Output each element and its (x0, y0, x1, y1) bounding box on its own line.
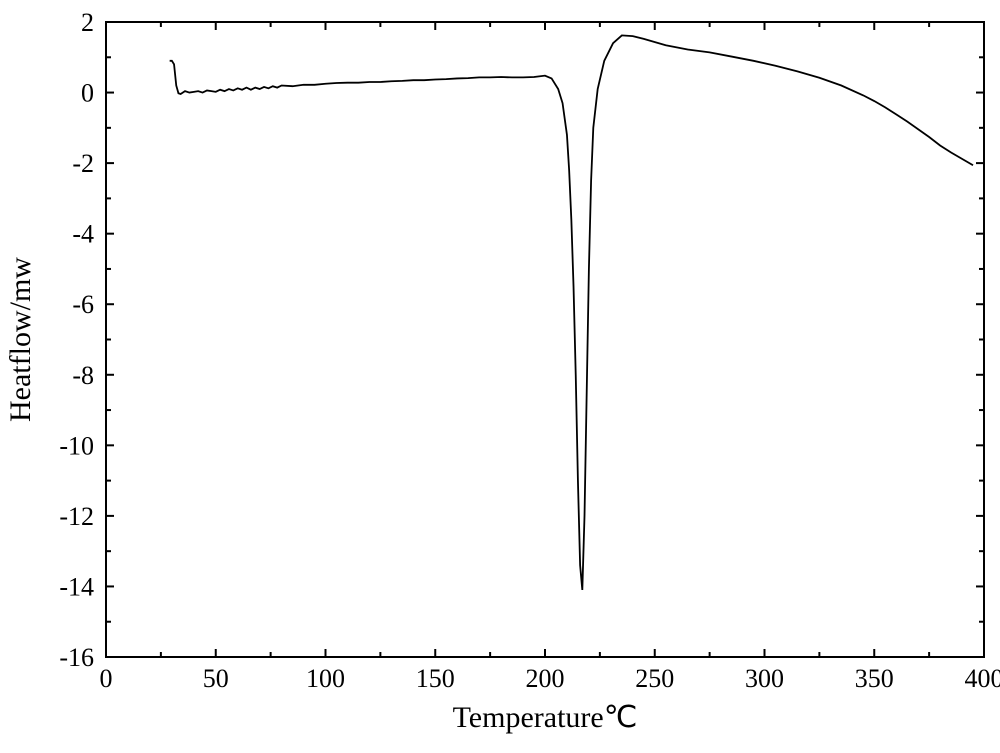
x-axis-label: Temperature℃ (453, 701, 638, 734)
y-tick-label: -8 (72, 361, 94, 390)
x-tick-label: 400 (965, 664, 1000, 693)
chart-svg: 0 50 100 150 200 250 300 350 400 -16 -14 -12 -10 -8 -6… (0, 0, 1000, 753)
y-tick-label: -2 (72, 149, 94, 178)
x-tick-label: 250 (635, 664, 674, 693)
x-tick-label: 100 (306, 664, 345, 693)
y-tick-label: -10 (59, 431, 94, 460)
dsc-chart: 0 50 100 150 200 250 300 350 400 -16 -14 -12 -10 -8 -6… (0, 0, 1000, 753)
y-axis-label: Heatflow/mw (4, 257, 37, 422)
y-tick-label: -12 (59, 502, 94, 531)
y-tick-label: 2 (81, 8, 94, 37)
y-tick-label: -4 (72, 220, 94, 249)
y-tick-label: -6 (72, 290, 94, 319)
dsc-curve (170, 35, 973, 590)
x-tick-label: 300 (745, 664, 784, 693)
x-tick-label: 150 (416, 664, 455, 693)
x-tick-label: 350 (855, 664, 894, 693)
y-tick-label: 0 (81, 79, 94, 108)
x-tick-label: 200 (526, 664, 565, 693)
y-tick-label: -14 (59, 572, 94, 601)
x-tick-label: 0 (100, 664, 113, 693)
plot-frame (106, 22, 984, 657)
y-tick-label: -16 (59, 643, 94, 672)
x-tick-label: 50 (203, 664, 229, 693)
